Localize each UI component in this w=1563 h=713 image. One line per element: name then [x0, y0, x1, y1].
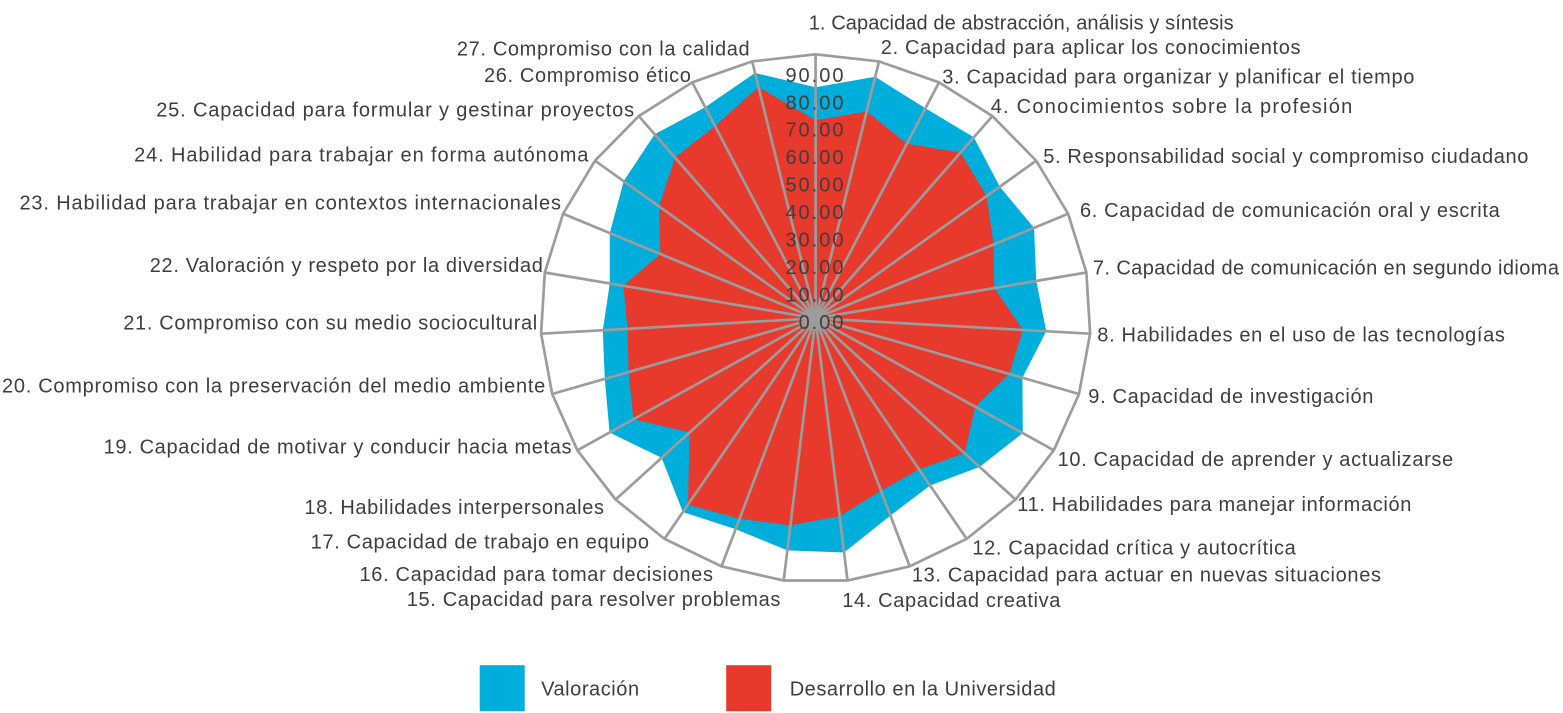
svg-text:7. Capacidad de comunicación e: 7. Capacidad de comunicación en segundo …: [1093, 258, 1560, 280]
svg-text:17. Capacidad de trabajo en eq: 17. Capacidad de trabajo en equipo: [311, 532, 650, 554]
svg-text:14. Capacidad creativa: 14. Capacidad creativa: [842, 590, 1061, 612]
svg-text:30.00: 30.00: [785, 230, 845, 252]
svg-text:40.00: 40.00: [785, 202, 845, 224]
svg-text:20.00: 20.00: [785, 257, 845, 279]
svg-text:10.00: 10.00: [785, 284, 845, 306]
svg-text:22. Valoración y respeto por l: 22. Valoración y respeto por la diversid…: [150, 255, 544, 277]
svg-text:10. Capacidad de aprender y ac: 10. Capacidad de aprender y actualizarse: [1058, 449, 1454, 471]
svg-text:20. Compromiso con la preserva: 20. Compromiso con la preservación del m…: [2, 375, 546, 397]
svg-text:5. Responsabilidad social y co: 5. Responsabilidad social y compromiso c…: [1043, 146, 1529, 168]
svg-text:23. Habilidad para trabajar en: 23. Habilidad para trabajar en contextos…: [19, 193, 561, 215]
svg-text:15. Capacidad para resolver pr: 15. Capacidad para resolver problemas: [407, 589, 781, 611]
svg-text:24. Habilidad para trabajar en: 24. Habilidad para trabajar en forma aut…: [134, 144, 589, 166]
svg-text:4. Conocimientos sobre la prof: 4. Conocimientos sobre la profesión: [991, 96, 1354, 118]
svg-text:9. Capacidad de investigación: 9. Capacidad de investigación: [1088, 386, 1374, 408]
svg-text:Desarrollo en la Universidad: Desarrollo en la Universidad: [790, 678, 1057, 700]
svg-text:1. Capacidad de abstracción, a: 1. Capacidad de abstracción, análisis y …: [809, 12, 1234, 34]
svg-text:13. Capacidad para actuar en n: 13. Capacidad para actuar en nuevas situ…: [912, 565, 1382, 587]
svg-text:80.00: 80.00: [785, 92, 845, 114]
svg-text:Valoración: Valoración: [541, 678, 640, 700]
svg-text:12. Capacidad crítica y autocr: 12. Capacidad crítica y autocrítica: [972, 538, 1296, 560]
svg-text:19. Capacidad de motivar y con: 19. Capacidad de motivar y conducir haci…: [104, 436, 573, 458]
svg-text:70.00: 70.00: [785, 120, 845, 142]
svg-text:11. Habilidades para manejar i: 11. Habilidades para manejar información: [1017, 494, 1412, 516]
svg-text:6. Capacidad de comunicación o: 6. Capacidad de comunicación oral y escr…: [1080, 200, 1501, 222]
svg-text:60.00: 60.00: [785, 147, 845, 169]
svg-text:26. Compromiso ético: 26. Compromiso ético: [484, 65, 692, 87]
svg-text:90.00: 90.00: [785, 65, 845, 87]
svg-text:8. Habilidades en el uso de la: 8. Habilidades en el uso de las tecnolog…: [1097, 325, 1505, 347]
svg-text:25. Capacidad para formular y: 25. Capacidad para formular y gestinar p…: [156, 100, 635, 122]
svg-text:2. Capacidad para aplicar los: 2. Capacidad para aplicar los conocimien…: [881, 37, 1301, 59]
svg-text:18. Habilidades interpersonale: 18. Habilidades interpersonales: [304, 497, 604, 519]
svg-text:16. Capacidad para tomar decis: 16. Capacidad para tomar decisiones: [360, 564, 714, 586]
svg-text:0.00: 0.00: [799, 312, 846, 334]
svg-text:3. Capacidad para organizar y: 3. Capacidad para organizar y planificar…: [942, 66, 1415, 88]
svg-text:50.00: 50.00: [785, 175, 845, 197]
svg-text:21. Compromiso con su medio so: 21. Compromiso con su medio sociocultura…: [123, 312, 538, 334]
svg-text:27. Compromiso con la calidad: 27. Compromiso con la calidad: [457, 39, 750, 61]
